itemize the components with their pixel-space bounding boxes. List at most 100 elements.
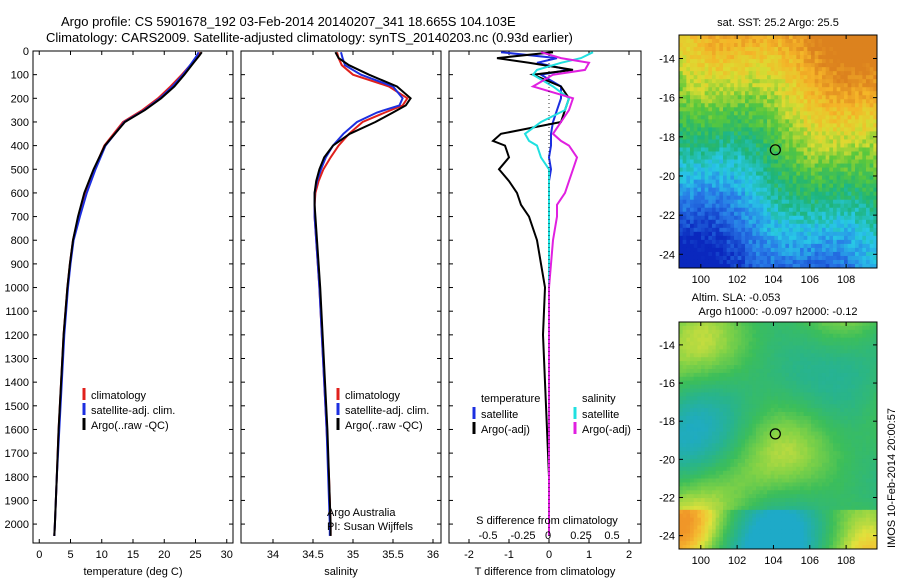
map-cell — [719, 415, 724, 421]
map-cell — [781, 199, 786, 205]
map-cell — [741, 333, 746, 339]
map-cell — [723, 400, 728, 405]
map-cell — [741, 227, 746, 233]
map-cell — [693, 119, 698, 124]
map-cell — [862, 325, 867, 331]
map-cell — [803, 51, 808, 56]
map-cell — [770, 415, 775, 421]
y-tick-label: 900 — [11, 259, 29, 271]
map-cell — [693, 384, 698, 389]
map-cell — [822, 187, 827, 193]
map-cell — [763, 59, 768, 64]
map-cell — [803, 139, 808, 144]
map-cell — [723, 67, 728, 72]
map-cell — [697, 415, 702, 421]
map-cell — [858, 357, 863, 362]
map-cell — [708, 67, 713, 72]
map-cell — [726, 368, 731, 374]
map-cell — [708, 131, 713, 136]
map-cell — [748, 337, 753, 342]
map-cell — [774, 127, 779, 132]
map-cell — [693, 239, 698, 245]
map-cell — [774, 251, 779, 257]
y-tick-label: 1800 — [5, 472, 29, 484]
map-cell — [734, 135, 739, 140]
map-cell — [844, 139, 849, 144]
map-cell — [756, 167, 761, 172]
map-cell — [741, 431, 746, 436]
map-cell — [796, 412, 801, 417]
series-line-argo — [313, 51, 412, 536]
map-cell — [811, 376, 816, 382]
map-cell — [756, 159, 761, 164]
map-cell — [686, 215, 691, 221]
map-cell — [829, 143, 834, 148]
map-cell — [767, 423, 772, 429]
map-cell — [858, 159, 863, 164]
map-cell — [756, 179, 761, 185]
map-cell — [697, 107, 702, 112]
map-cell — [789, 59, 794, 64]
map-cell — [796, 215, 801, 221]
map-cell — [690, 247, 695, 253]
map-cell — [774, 419, 779, 425]
x-tick-label: 15 — [127, 549, 139, 561]
map-cell — [719, 79, 724, 84]
map-cell — [741, 337, 746, 342]
map-cell — [836, 419, 841, 425]
map-cell — [873, 55, 878, 60]
map-cell — [774, 71, 779, 76]
map-cell — [701, 99, 706, 104]
map-cell — [778, 63, 783, 68]
map-cell — [858, 155, 863, 160]
map-cell — [734, 396, 739, 401]
map-cell — [679, 119, 684, 124]
map-cell — [715, 404, 720, 409]
map-cell — [833, 79, 838, 84]
map-cell — [715, 239, 720, 245]
map-cell — [811, 87, 816, 92]
map-cell — [833, 55, 838, 60]
map-cell — [704, 67, 709, 72]
map-cell — [818, 388, 823, 393]
map-cell — [730, 259, 735, 265]
map-cell — [833, 361, 838, 366]
map-cell — [822, 365, 827, 370]
map-cell — [873, 235, 878, 241]
y-tick-label: 2000 — [5, 519, 29, 531]
map-cell — [818, 392, 823, 397]
map-cell — [792, 151, 797, 156]
map-cell — [759, 107, 764, 112]
map-cell — [873, 392, 878, 397]
map-cell — [811, 259, 816, 265]
map-cell — [767, 259, 772, 265]
map-cell — [866, 95, 871, 100]
map-cell — [840, 119, 845, 124]
map-cell — [704, 235, 709, 241]
map-cell — [737, 191, 742, 197]
map-cell — [829, 95, 834, 100]
map-cell — [690, 91, 695, 96]
map-cell — [701, 63, 706, 68]
map-cell — [778, 341, 783, 346]
map-cell — [708, 207, 713, 213]
map-cell — [708, 71, 713, 76]
map-cell — [712, 183, 717, 189]
map-cell — [866, 396, 871, 401]
map-cell — [814, 325, 819, 331]
map-cell — [789, 171, 794, 177]
map-cell — [847, 55, 852, 60]
map-cell — [767, 215, 772, 221]
map-cell — [822, 35, 827, 40]
map-cell — [847, 143, 852, 148]
map-cell — [752, 175, 757, 181]
map-cell — [679, 392, 684, 397]
map-cell — [814, 51, 819, 56]
map-cell — [748, 243, 753, 249]
map-cell — [737, 151, 742, 156]
x-tick-label: 25 — [189, 549, 201, 561]
map-cell — [697, 337, 702, 342]
map-cell — [836, 215, 841, 221]
map-cell — [785, 43, 790, 48]
map-cell — [715, 115, 720, 120]
